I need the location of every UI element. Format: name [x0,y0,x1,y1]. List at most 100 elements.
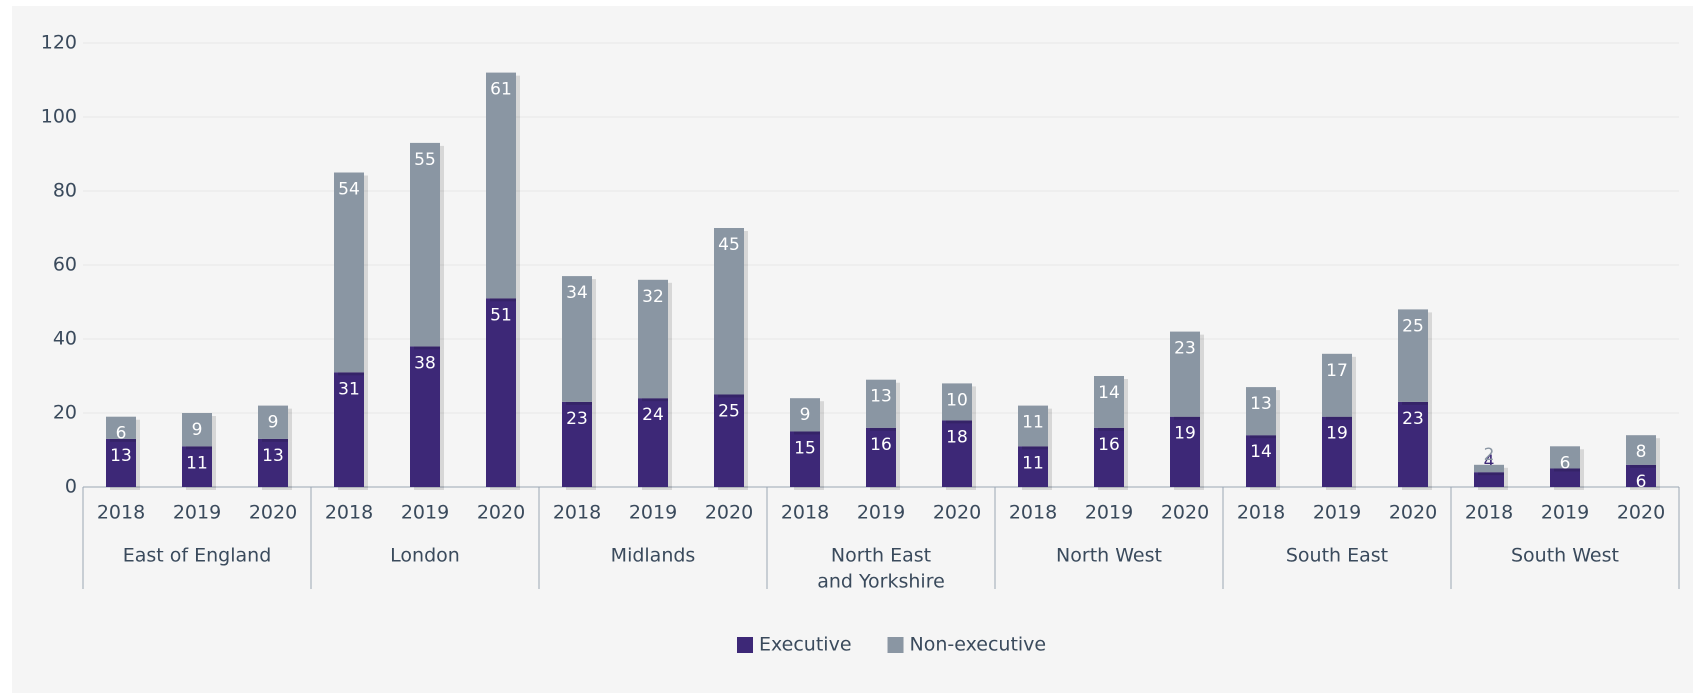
x-tick-label: 2018 [553,502,601,524]
group-label: and Yorkshire [817,571,945,593]
bar-segment [942,420,972,487]
value-label: 31 [338,379,360,399]
x-tick-label: 2020 [1617,502,1665,524]
bar-segment [334,372,364,487]
group-label: South East [1286,545,1388,567]
value-label: 9 [192,420,203,440]
x-tick-label: 2019 [1313,502,1361,524]
value-label: 14 [1098,383,1120,403]
value-label: 17 [1326,361,1348,381]
bar-segment [942,383,972,421]
bar-segment [258,438,288,487]
bar-segment [638,279,668,399]
bar-segment [1398,401,1428,487]
bar-segment [562,401,592,487]
value-label: 61 [490,80,512,100]
y-tick-label: 40 [53,328,77,350]
bar-segment [1018,446,1048,487]
bar-segment [486,298,516,487]
value-label: 23 [1174,339,1196,359]
value-label: 16 [870,435,892,455]
bar-segment [1322,416,1352,487]
bar-segment [1246,387,1276,436]
bar-segment [258,405,288,439]
value-label: 10 [946,390,968,410]
bar-segment [714,394,744,487]
value-label: 13 [110,446,132,466]
bar-segment [1550,468,1580,487]
group-label: London [390,545,460,567]
legend-swatch [887,637,904,653]
value-label: 18 [946,427,968,447]
y-tick-label: 20 [53,402,77,424]
value-label: 15 [794,439,816,459]
bar-segment [1398,309,1428,402]
x-tick-label: 2020 [933,502,981,524]
x-tick-label: 2020 [1161,502,1209,524]
x-tick-label: 2019 [1085,502,1133,524]
value-label: 2 [1484,445,1495,465]
y-tick-label: 100 [41,106,77,128]
bar-segment [1094,376,1124,428]
bar-segment [1170,331,1200,417]
x-tick-label: 2020 [705,502,753,524]
bar-segment [1474,464,1504,473]
value-label: 23 [566,409,588,429]
bar-segment [790,398,820,432]
value-label: 13 [262,446,284,466]
value-label: 23 [1402,409,1424,429]
bar-segment [410,142,440,347]
value-label: 9 [800,405,811,425]
x-tick-label: 2020 [477,502,525,524]
value-label: 13 [870,387,892,407]
value-label: 6 [1560,453,1571,473]
x-tick-label: 2019 [629,502,677,524]
value-label: 51 [490,305,512,325]
bar-segment [1170,416,1200,487]
legend-label: Executive [759,634,852,656]
value-label: 11 [1022,413,1044,433]
value-label: 24 [642,405,664,425]
group-label: East of England [123,545,272,567]
legend-label: Non-executive [910,634,1047,656]
value-label: 4 [1484,452,1495,472]
group-label: Midlands [611,545,696,567]
y-tick-label: 0 [65,476,77,498]
value-label: 11 [186,453,208,473]
bar-segment [1474,472,1504,487]
group-label: North East [831,545,931,567]
bar-segment [1246,435,1276,487]
bar-segment [410,346,440,487]
value-label: 54 [338,180,360,200]
bar-segment [866,379,896,428]
x-tick-label: 2018 [1465,502,1513,524]
x-tick-label: 2019 [1541,502,1589,524]
bar-segment [106,416,136,439]
y-tick-label: 80 [53,180,77,202]
legend-swatch [737,637,753,653]
bar-segment [182,413,212,447]
x-tick-label: 2019 [401,502,449,524]
value-label: 19 [1174,424,1196,444]
value-label: 19 [1326,424,1348,444]
value-label: 25 [718,402,740,422]
y-tick-label: 60 [53,254,77,276]
bar-segment [1626,464,1656,487]
bar-segment [790,431,820,487]
bar-segment [562,276,592,402]
value-label: 34 [566,283,588,303]
bar-segment [638,398,668,487]
value-label: 25 [1402,316,1424,336]
value-label: 45 [718,235,740,255]
bar-segment [866,427,896,487]
value-label: 32 [642,287,664,307]
bar-segment [334,172,364,373]
x-tick-label: 2019 [173,502,221,524]
x-tick-label: 2018 [1237,502,1285,524]
x-tick-label: 2020 [249,502,297,524]
value-label: 38 [414,353,436,373]
value-label: 13 [1250,394,1272,414]
value-label: 6 [116,424,127,444]
